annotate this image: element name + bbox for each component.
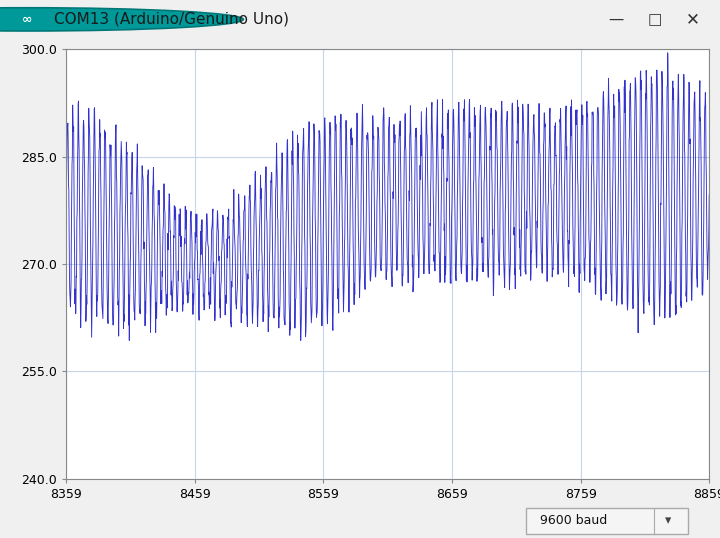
FancyBboxPatch shape	[526, 508, 688, 534]
Text: —: —	[608, 12, 624, 27]
Text: ✕: ✕	[685, 10, 700, 29]
Circle shape	[0, 8, 243, 31]
Text: ∞: ∞	[22, 13, 32, 26]
Text: □: □	[648, 12, 662, 27]
Text: COM13 (Arduino/Genuino Uno): COM13 (Arduino/Genuino Uno)	[54, 12, 289, 27]
Text: 9600 baud: 9600 baud	[540, 514, 607, 527]
Text: ▾: ▾	[665, 514, 671, 527]
